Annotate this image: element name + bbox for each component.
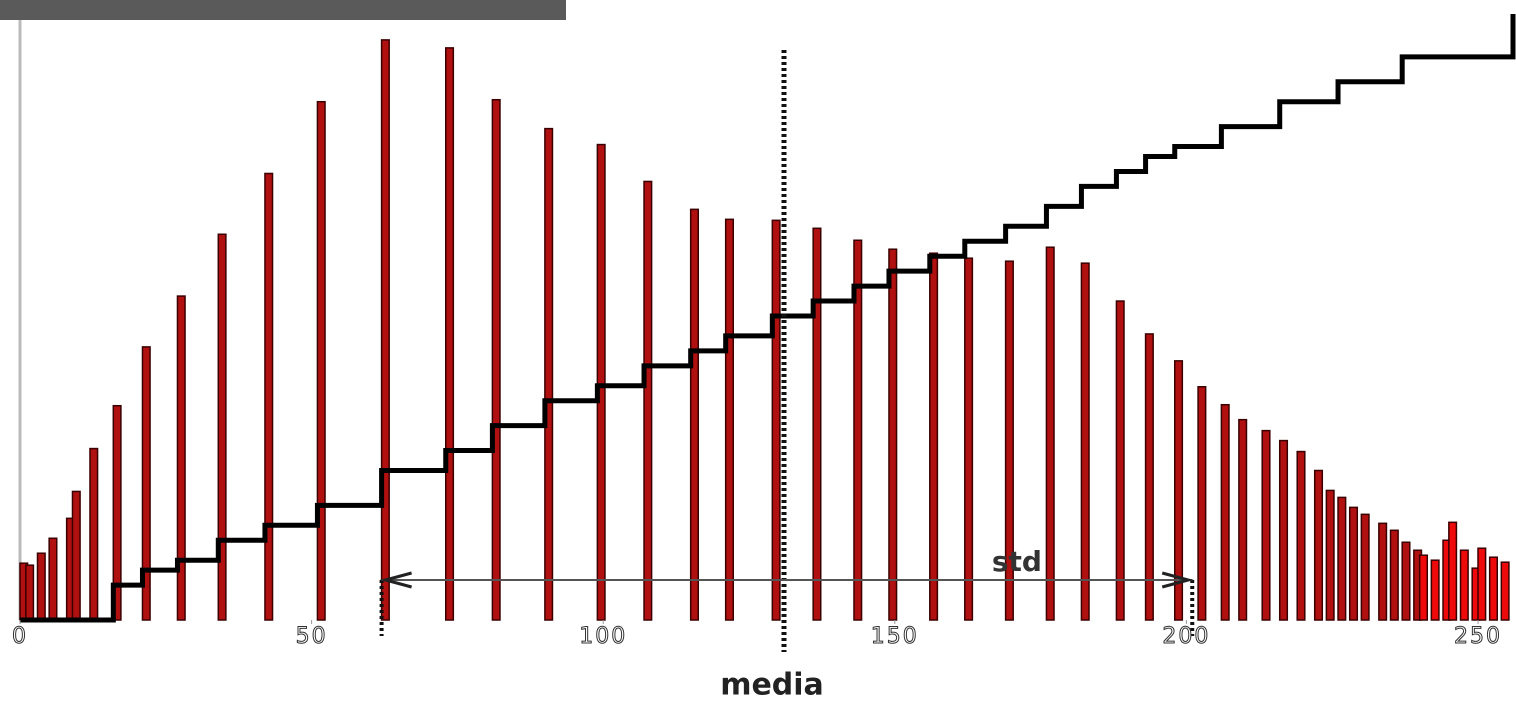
bar [689, 208, 700, 621]
bar [853, 239, 863, 621]
bar [1348, 506, 1359, 621]
cumulative-line [20, 13, 1516, 623]
bar [1296, 450, 1306, 621]
arrow-head [1161, 571, 1195, 589]
bar [1378, 522, 1388, 621]
bar [1115, 300, 1125, 621]
x-tick-label: 100 [579, 624, 627, 649]
bar [1080, 262, 1090, 621]
bar [1045, 246, 1055, 621]
std-label: std [992, 545, 1042, 578]
bar [25, 564, 35, 621]
bar [596, 143, 606, 621]
bar [89, 447, 99, 621]
bar [1459, 549, 1469, 621]
bar [1389, 529, 1399, 621]
bar [1360, 513, 1370, 621]
bar [1401, 541, 1411, 621]
x-tick-label: 0 [12, 624, 28, 649]
bar [141, 346, 151, 621]
bar [812, 227, 822, 621]
bar [217, 233, 227, 621]
bar [643, 180, 653, 621]
bar [544, 127, 554, 621]
x-tick-label: 200 [1162, 624, 1210, 649]
bar [380, 39, 390, 621]
bar [929, 252, 939, 621]
bar [1337, 496, 1347, 621]
bar [1325, 489, 1335, 621]
bar [36, 552, 46, 621]
x-tick-label: 250 [1454, 624, 1502, 649]
bar [1477, 547, 1487, 621]
bar [964, 257, 974, 621]
bar [48, 537, 58, 621]
bar [71, 490, 81, 621]
bar [491, 98, 501, 621]
bar [888, 248, 898, 621]
bar [1004, 260, 1014, 621]
photo-strip [0, 0, 566, 20]
bar [1220, 403, 1230, 621]
bar [724, 218, 735, 621]
bar [1418, 554, 1429, 621]
x-axis-label: media [720, 668, 824, 701]
bar [1278, 439, 1289, 621]
bar [1448, 521, 1458, 621]
bar [1500, 561, 1510, 621]
bar [1238, 418, 1248, 621]
bar [316, 100, 326, 621]
bar [1144, 333, 1154, 621]
arrow-head [379, 571, 412, 589]
bar [176, 295, 186, 621]
x-tick-label: 50 [296, 624, 328, 649]
bar [771, 219, 781, 621]
x-tick-label: 150 [871, 624, 919, 649]
bar [1261, 429, 1271, 621]
bar [444, 47, 455, 621]
bar [1430, 559, 1440, 621]
bar [1173, 360, 1184, 621]
bar [1313, 469, 1324, 621]
bar [112, 404, 122, 621]
bar [1197, 386, 1207, 621]
bar [264, 172, 274, 621]
bar [1488, 556, 1499, 621]
